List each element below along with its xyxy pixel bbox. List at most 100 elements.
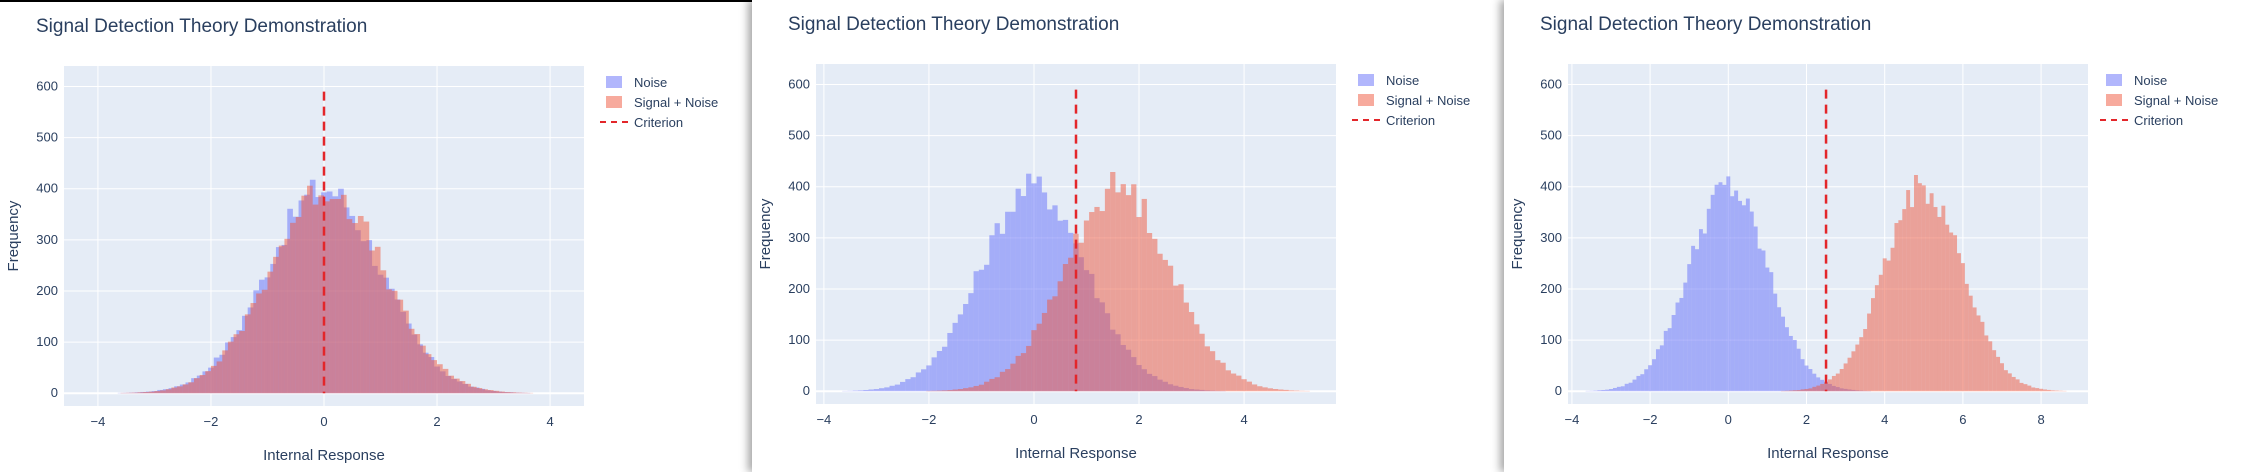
y-tick-label: 400: [788, 179, 810, 194]
histogram-bar: [431, 360, 438, 394]
histogram-bar: [1167, 265, 1174, 392]
histogram-bar: [1230, 373, 1237, 392]
histogram-bar: [894, 384, 901, 392]
histogram-bar: [1886, 260, 1891, 392]
histogram-bar: [1937, 216, 1942, 392]
histogram-bar: [199, 374, 206, 394]
x-tick-label: −2: [922, 412, 937, 427]
y-tick-label: 0: [1555, 383, 1562, 398]
histogram-bar: [1917, 183, 1922, 392]
histogram-bar: [1941, 205, 1946, 392]
criterion-swatch: [1352, 119, 1380, 121]
histogram-bar: [1745, 198, 1750, 392]
histogram-bar: [984, 381, 990, 392]
signal-noise-swatch: [606, 96, 622, 108]
y-tick-label: 300: [36, 232, 58, 247]
y-tick-label: 600: [36, 78, 58, 93]
histogram-bar: [989, 378, 995, 392]
histogram-bar: [1593, 390, 1598, 392]
histogram-bar: [290, 222, 296, 394]
histogram-bar: [1871, 298, 1875, 392]
legend-item-signal-noise[interactable]: Signal + Noise: [600, 92, 718, 112]
legend-item-criterion[interactable]: Criterion: [600, 112, 718, 132]
legend[interactable]: Noise Signal + Noise Criterion: [600, 72, 718, 132]
histogram-bar: [1792, 339, 1797, 392]
legend[interactable]: Noise Signal + Noise Criterion: [2100, 70, 2218, 130]
sdt-chart-panel-2: Signal Detection Theory Demonstration 0 1…: [752, 0, 1504, 472]
histogram-bar: [459, 381, 466, 394]
histogram-bar: [1015, 355, 1021, 392]
legend[interactable]: Noise Signal + Noise Criterion: [1352, 70, 1470, 130]
legend-item-signal-noise[interactable]: Signal + Noise: [1352, 90, 1470, 110]
histogram-bar: [1874, 285, 1879, 392]
histogram-bar: [1906, 190, 1911, 392]
histogram-bar: [1225, 370, 1231, 392]
noise-swatch: [1358, 74, 1374, 86]
legend-item-noise[interactable]: Noise: [2100, 70, 2218, 90]
histogram-bar: [1988, 341, 1993, 392]
histogram-bar: [1115, 192, 1121, 392]
histogram-bar: [1099, 211, 1105, 392]
histogram-bar: [256, 293, 262, 394]
x-tick-label: 4: [546, 414, 553, 429]
histogram-bar: [1636, 375, 1641, 392]
histogram-bar: [2054, 390, 2059, 392]
legend-label: Noise: [1386, 72, 1420, 88]
legend-label: Criterion: [2134, 112, 2184, 128]
criterion-swatch: [2100, 119, 2128, 121]
histogram-bar: [165, 389, 172, 394]
histogram-bar: [1890, 247, 1895, 392]
histogram-bar: [1194, 324, 1200, 392]
histogram-bar: [921, 369, 927, 392]
histogram-bar: [1839, 369, 1844, 392]
y-tick-label: 100: [36, 334, 58, 349]
legend-item-signal-noise[interactable]: Signal + Noise: [2100, 90, 2218, 110]
histogram-bar: [391, 290, 398, 394]
legend-label: Criterion: [634, 114, 684, 130]
x-tick-label: 2: [433, 414, 440, 429]
legend-item-criterion[interactable]: Criterion: [1352, 110, 1470, 130]
legend-item-criterion[interactable]: Criterion: [2100, 110, 2218, 130]
histogram-bar: [931, 357, 937, 392]
histogram-bar: [177, 386, 183, 394]
histogram-bar: [295, 216, 302, 394]
histogram-bar: [1675, 302, 1680, 392]
series-signal-noise: [120, 185, 534, 394]
histogram-bar: [1257, 386, 1263, 392]
histogram-bar: [1702, 233, 1707, 392]
criterion-swatch: [600, 121, 628, 123]
histogram-bar: [942, 346, 948, 392]
histogram-bar: [154, 391, 161, 394]
histogram-bar: [1949, 232, 1954, 392]
histogram-bar: [1820, 383, 1825, 392]
histogram-bar: [284, 238, 291, 394]
x-tick-label: 6: [1959, 412, 1966, 427]
sdt-chart-panel-3: Signal Detection Theory Demonstration 0 1…: [1504, 0, 2250, 472]
legend-label: Signal + Noise: [1386, 92, 1471, 108]
histogram-bar: [312, 204, 319, 394]
legend-item-noise[interactable]: Noise: [600, 72, 718, 92]
x-tick-label: 0: [1725, 412, 1732, 427]
histogram-bar: [1953, 235, 1958, 392]
histogram-bar: [1867, 313, 1872, 392]
histogram-bar: [131, 392, 138, 394]
histogram-bar: [1812, 373, 1817, 392]
histogram-bar: [1894, 223, 1899, 392]
histogram-bar: [499, 391, 505, 394]
chart-title: Signal Detection Theory Demonstration: [788, 14, 1120, 35]
histogram-bar: [1726, 176, 1731, 392]
histogram-bar: [1188, 312, 1195, 392]
histogram-bar: [205, 371, 211, 394]
x-tick-label: 4: [1881, 412, 1888, 427]
histogram-bar: [1679, 297, 1684, 392]
histogram-bar: [504, 392, 511, 394]
histogram-bar: [1691, 245, 1696, 392]
histogram-bar: [1094, 206, 1100, 392]
histogram-bar: [386, 289, 392, 394]
legend-item-noise[interactable]: Noise: [1352, 70, 1470, 90]
histogram-bar: [1773, 293, 1778, 392]
x-tick-label: 2: [1803, 412, 1810, 427]
histogram-bar: [1706, 208, 1711, 392]
histogram-bar: [1125, 195, 1132, 392]
histogram-bar: [516, 392, 522, 394]
